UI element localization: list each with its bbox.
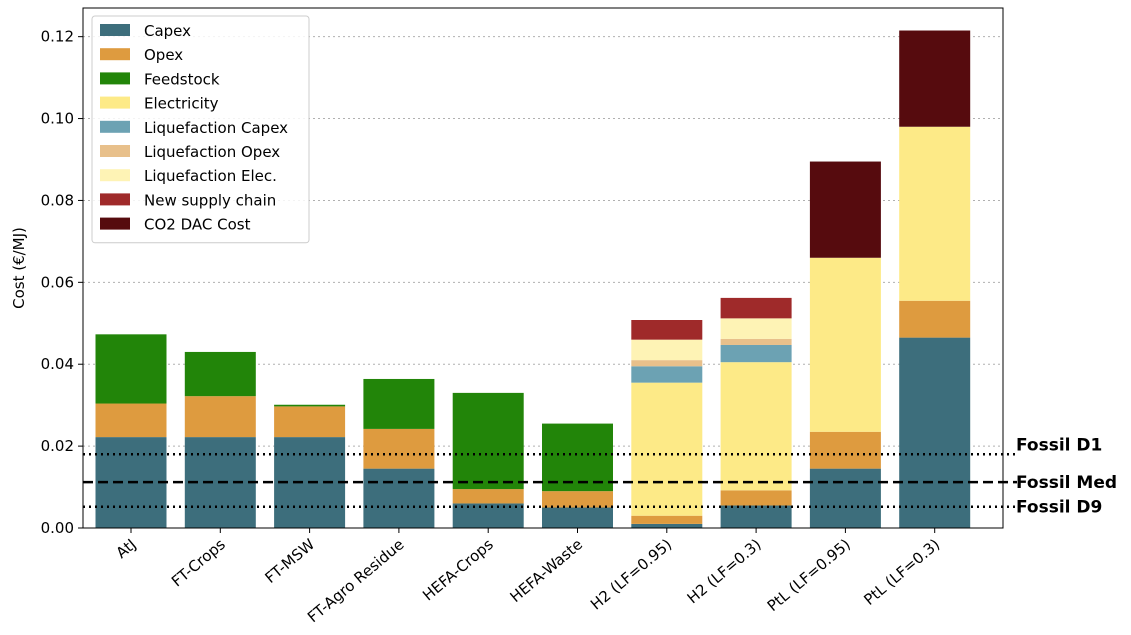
legend-swatch-liquefaction-elec [100, 169, 130, 182]
bar-segment-opex-hefa-crops [452, 489, 524, 504]
legend-label-feedstock[interactable]: Feedstock [144, 70, 220, 88]
legend[interactable]: Capex Opex Feedstock Electricity Liquefactio… [91, 15, 310, 244]
x-tick-label: FT-MSW [262, 535, 319, 587]
bar-segment-co2-dac-cost-ptl-lf-0-3 [899, 30, 971, 127]
bar-segment-capex-ptl-lf-0-95 [809, 468, 881, 528]
legend-label-liquefaction-opex[interactable]: Liquefaction Opex [144, 143, 280, 161]
y-axis-label: Cost (€/MJ) [10, 227, 28, 309]
reference-label-fossil-d1: Fossil D1 [1016, 435, 1102, 455]
x-tick-label: HEFA-Waste [507, 535, 587, 606]
legend-label-capex[interactable]: Capex [144, 22, 191, 40]
bar-segment-liquefaction-capex-h2-lf-0-3 [720, 344, 792, 363]
legend-label-co2-dac-cost[interactable]: CO2 DAC Cost [144, 216, 251, 234]
legend-swatch-feedstock [100, 72, 130, 85]
bar-segment-capex-hefa-crops [452, 503, 524, 528]
bar-segment-liquefaction-elec-h2-lf-0-3 [720, 318, 792, 339]
bar-segment-capex-h2-lf-0-95 [631, 523, 703, 528]
reference-label-fossil-med: Fossil Med [1016, 473, 1117, 493]
bar-segment-new-supply-chain-h2-lf-0-95 [631, 320, 703, 340]
x-tick-label: FT-Crops [168, 535, 229, 590]
legend-swatch-electricity [100, 96, 130, 109]
legend-label-opex[interactable]: Opex [144, 46, 183, 64]
plot-frame [82, 7, 1004, 529]
legend-swatch-liquefaction-opex [100, 145, 130, 157]
bar-segment-opex-ft-crops [184, 396, 256, 438]
bar-segment-feedstock-ft-crops [184, 351, 256, 397]
x-tick-label: PtL (LF=0.95) [764, 535, 854, 615]
reference-label-fossil-d9: Fossil D9 [1016, 498, 1102, 518]
legend-label-liquefaction-capex[interactable]: Liquefaction Capex [144, 119, 288, 137]
reference-lines: Fossil D1 Fossil Med Fossil D9 [83, 435, 1117, 518]
bars [95, 30, 971, 528]
bar-segment-capex-ft-agro-residue [363, 468, 435, 528]
bar-segment-co2-dac-cost-ptl-lf-0-95 [809, 161, 881, 258]
bar-segment-capex-ptl-lf-0-3 [899, 337, 971, 528]
bar-segment-liquefaction-capex-h2-lf-0-95 [631, 366, 703, 383]
x-tick-label: HEFA-Crops [419, 535, 497, 604]
legend-swatch-opex [100, 48, 130, 61]
bar-segment-new-supply-chain-h2-lf-0-3 [720, 297, 792, 319]
bar-segment-opex-ptl-lf-0-95 [809, 431, 881, 469]
y-tick-label: 0.04 [41, 355, 74, 373]
bar-segment-capex-hefa-waste [542, 507, 613, 528]
legend-swatch-new-supply-chain [100, 193, 130, 206]
legend-box [91, 15, 310, 244]
bar-segment-opex-atj [95, 403, 167, 438]
bar-segment-liquefaction-opex-h2-lf-0-95 [631, 360, 703, 367]
x-tick-label: FT-Agro Residue [304, 535, 408, 626]
bar-segment-electricity-h2-lf-0-95 [631, 382, 703, 516]
y-tick-label: 0.00 [41, 519, 74, 537]
legend-swatch-co2-dac-cost [100, 217, 130, 230]
bar-segment-feedstock-ft-agro-residue [363, 378, 435, 429]
y-tick-label: 0.12 [41, 28, 74, 46]
y-tick-label: 0.02 [41, 437, 74, 455]
y-tick-label: 0.10 [41, 110, 74, 128]
bar-segment-feedstock-ft-msw [274, 404, 346, 407]
legend-swatch-capex [100, 24, 130, 36]
bar-segment-opex-ptl-lf-0-3 [899, 300, 971, 338]
y-tick-label: 0.06 [41, 273, 74, 291]
bar-segment-electricity-ptl-lf-0-3 [899, 126, 971, 301]
bar-segment-liquefaction-opex-h2-lf-0-3 [720, 338, 792, 345]
y-tick-label: 0.08 [41, 191, 74, 209]
x-tick-label: AtJ [112, 535, 139, 562]
bar-segment-electricity-h2-lf-0-3 [720, 362, 792, 491]
bar-segment-feedstock-hefa-waste [542, 423, 613, 492]
bar-segment-liquefaction-elec-h2-lf-0-95 [631, 339, 703, 361]
x-tick-label: H2 (LF=0.95) [587, 535, 675, 613]
bar-segment-opex-ft-agro-residue [363, 428, 435, 469]
legend-label-liquefaction-elec[interactable]: Liquefaction Elec. [144, 167, 277, 185]
x-tick-label: PtL (LF=0.3) [860, 535, 943, 609]
bar-segment-opex-h2-lf-0-95 [631, 515, 703, 524]
legend-swatch-liquefaction-capex [100, 120, 130, 133]
bar-segment-opex-h2-lf-0-3 [720, 490, 792, 506]
bar-segment-capex-h2-lf-0-3 [720, 505, 792, 528]
x-tick-label: H2 (LF=0.3) [684, 535, 765, 607]
bar-segment-opex-ft-msw [274, 406, 346, 438]
bar-segment-electricity-ptl-lf-0-95 [809, 257, 881, 432]
bar-segment-opex-hefa-waste [542, 491, 613, 508]
bar-segment-feedstock-atj [95, 334, 167, 404]
bar-segment-feedstock-hefa-crops [452, 392, 524, 490]
legend-label-new-supply-chain[interactable]: New supply chain [144, 191, 276, 209]
legend-label-electricity[interactable]: Electricity [144, 95, 219, 113]
